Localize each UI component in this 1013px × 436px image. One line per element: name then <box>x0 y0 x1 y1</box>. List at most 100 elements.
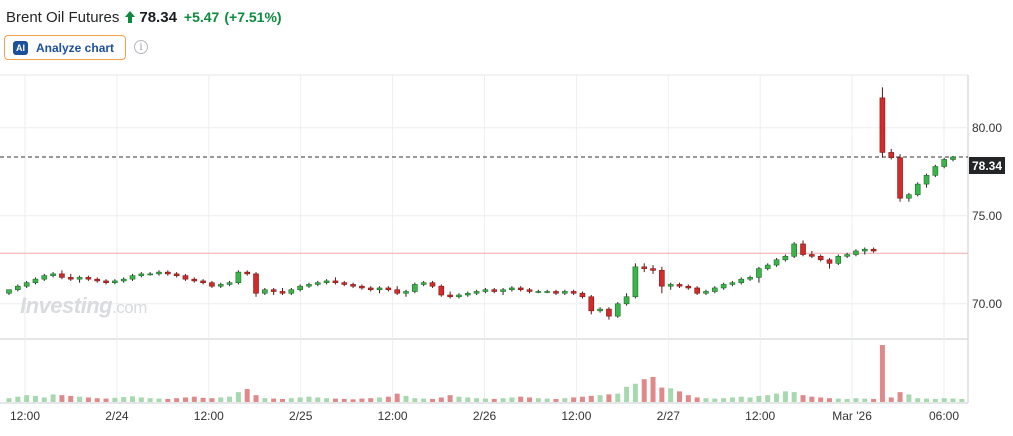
candle-body <box>588 296 595 312</box>
candle-body <box>614 303 621 317</box>
x-tick-label: 12:00 <box>10 409 40 423</box>
candle-body <box>456 294 462 298</box>
candle-body <box>314 282 321 285</box>
volume-bar <box>244 389 250 402</box>
x-tick-label: 12:00 <box>378 409 408 423</box>
volume-bar <box>271 398 277 402</box>
volume-bar <box>959 398 965 402</box>
candle-body <box>950 156 956 160</box>
volume-bar <box>447 395 453 402</box>
volume-bar <box>147 398 153 402</box>
candle-body <box>544 291 550 293</box>
volume-bar <box>571 397 577 402</box>
volume-bar <box>32 395 38 402</box>
volume-bar <box>491 398 497 402</box>
volume-bar <box>518 396 524 402</box>
candle-body <box>182 275 189 280</box>
candle-body <box>597 308 603 312</box>
volume-bar <box>844 398 850 402</box>
volume-bar <box>15 396 21 402</box>
volume-bar <box>747 397 753 402</box>
candle-body <box>235 271 242 283</box>
volume-bar <box>182 397 188 402</box>
candle-body <box>323 280 330 283</box>
candle-body <box>464 292 471 296</box>
volume-bar <box>641 379 647 402</box>
candle-body <box>6 289 12 294</box>
volume-bar <box>429 398 435 402</box>
volume-bar <box>685 395 691 402</box>
candle-body <box>844 254 850 257</box>
candle-body <box>509 287 515 291</box>
volume-bar <box>809 396 815 402</box>
candle-body <box>253 273 259 294</box>
volume-bar <box>412 398 418 402</box>
candle-body <box>853 250 859 255</box>
candle-body <box>623 296 630 305</box>
volume-bar <box>588 395 594 402</box>
candle-body <box>244 271 251 275</box>
candle-body <box>782 255 789 261</box>
candle-body <box>32 278 39 283</box>
volume-bar <box>862 398 868 402</box>
arrow-up-icon <box>125 10 136 24</box>
candle-body <box>50 273 56 276</box>
candle-body <box>209 282 215 287</box>
volume-bar <box>765 395 771 402</box>
candle-body <box>923 175 930 185</box>
volume-bar <box>774 393 780 402</box>
volume-bar <box>130 396 136 402</box>
candle-body <box>120 278 127 282</box>
volume-bar <box>482 398 488 402</box>
candle-body <box>147 273 153 276</box>
volume-bar <box>341 398 347 402</box>
candle-body <box>641 266 648 269</box>
candle-body <box>491 289 498 292</box>
candle-body <box>720 284 727 289</box>
candle-body <box>341 282 348 285</box>
candle-body <box>297 285 303 291</box>
candle-body <box>676 284 683 287</box>
candle-body <box>165 271 171 275</box>
volume-bar <box>650 376 656 402</box>
candle-body <box>694 287 700 294</box>
candle-body <box>756 268 762 278</box>
info-icon[interactable]: i <box>134 40 148 54</box>
volume-bar <box>112 397 118 402</box>
volume-bar <box>253 395 259 402</box>
volume-bar <box>174 398 180 402</box>
volume-bar <box>791 392 797 402</box>
candle-body <box>703 291 709 294</box>
volume-bar <box>103 398 109 402</box>
price-change: +5.47 <box>183 9 220 25</box>
candle-body <box>217 284 224 287</box>
volume-bar <box>200 397 206 402</box>
price-change-percent: (+7.51%) <box>224 9 282 25</box>
volume-bar <box>50 394 56 402</box>
candle-body <box>941 159 947 167</box>
candle-body <box>906 194 912 199</box>
candle-body <box>606 308 612 317</box>
volume-bar <box>818 397 824 402</box>
analyze-chart-button[interactable]: AI Analyze chart <box>4 35 126 60</box>
volume-bar <box>677 391 683 402</box>
candle-body <box>897 157 903 199</box>
candle-body <box>791 243 797 257</box>
x-tick-label: 12:00 <box>561 409 591 423</box>
y-tick-label: 80.00 <box>972 121 1002 135</box>
analyze-chart-label: Analyze chart <box>36 40 115 55</box>
volume-bar <box>915 398 921 402</box>
x-tick-label: Mar '26 <box>832 409 872 423</box>
candle-body <box>562 291 568 294</box>
candle-body <box>473 291 480 294</box>
instrument-header: Brent Oil Futures 78.34 +5.47 (+7.51%) <box>6 6 282 28</box>
volume-bar <box>606 394 612 402</box>
volume-bar <box>871 398 877 402</box>
volume-bar <box>288 398 294 402</box>
candle-body <box>482 289 489 292</box>
candle-body <box>350 284 356 287</box>
candle-body <box>500 289 506 292</box>
y-tick-label: 70.00 <box>972 297 1002 311</box>
volume-bar <box>218 397 224 402</box>
